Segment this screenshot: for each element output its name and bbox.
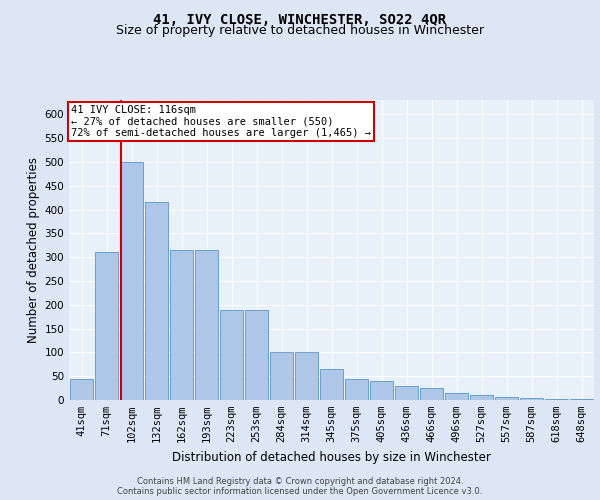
Bar [570, 399, 593, 400]
Bar [320, 369, 343, 400]
Bar [445, 393, 468, 400]
Bar [95, 252, 118, 400]
Bar [520, 398, 543, 400]
Bar [420, 388, 443, 400]
Bar [495, 397, 518, 400]
Bar [270, 352, 293, 400]
Bar [220, 310, 243, 400]
Text: Contains HM Land Registry data © Crown copyright and database right 2024.
Contai: Contains HM Land Registry data © Crown c… [118, 476, 482, 496]
Bar [195, 250, 218, 400]
Bar [295, 352, 318, 400]
Y-axis label: Number of detached properties: Number of detached properties [27, 157, 40, 343]
Bar [395, 386, 418, 400]
Text: 41, IVY CLOSE, WINCHESTER, SO22 4QR: 41, IVY CLOSE, WINCHESTER, SO22 4QR [154, 12, 446, 26]
Bar [370, 381, 393, 400]
Bar [170, 250, 193, 400]
Bar [545, 398, 568, 400]
X-axis label: Distribution of detached houses by size in Winchester: Distribution of detached houses by size … [172, 450, 491, 464]
Bar [70, 378, 93, 400]
Bar [245, 310, 268, 400]
Bar [120, 162, 143, 400]
Bar [470, 395, 493, 400]
Bar [345, 378, 368, 400]
Bar [145, 202, 168, 400]
Text: Size of property relative to detached houses in Winchester: Size of property relative to detached ho… [116, 24, 484, 37]
Text: 41 IVY CLOSE: 116sqm
← 27% of detached houses are smaller (550)
72% of semi-deta: 41 IVY CLOSE: 116sqm ← 27% of detached h… [71, 105, 371, 138]
